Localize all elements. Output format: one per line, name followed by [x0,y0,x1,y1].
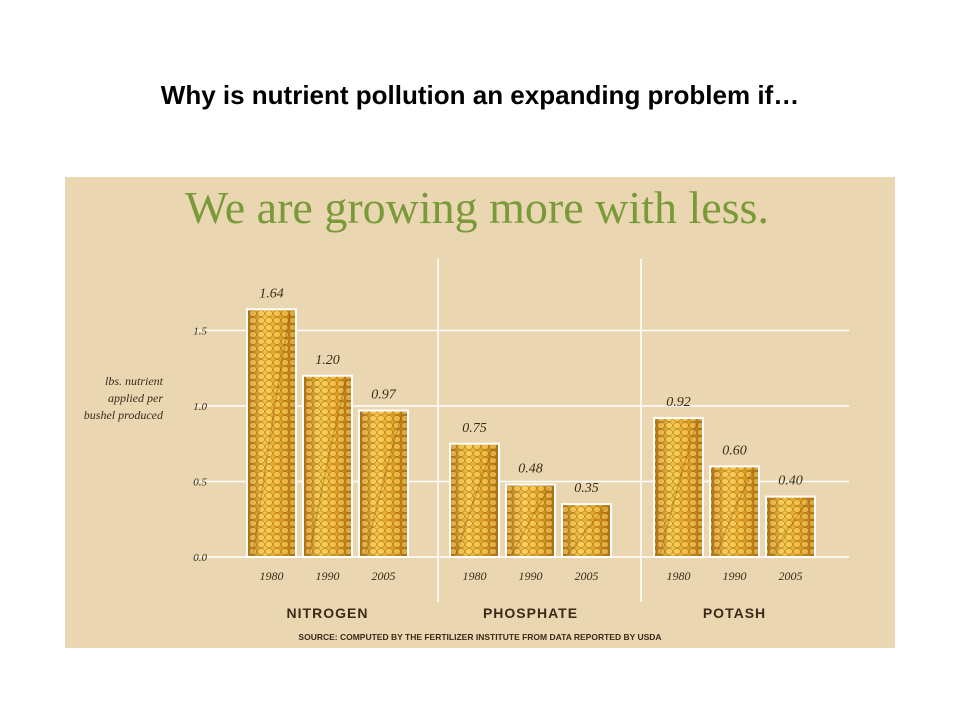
group-label-potash: POTASH [703,605,766,621]
bar-texture [563,505,610,556]
y-tick-label: 1.0 [193,401,207,413]
x-tick-label: 1990 [316,569,340,583]
bar-shading [511,488,550,556]
bar-texture [360,411,407,556]
bar-potash-1980 [653,417,704,558]
y-tick-label: 0.0 [193,552,207,564]
y-axis-label-line-2: applied per [108,391,163,405]
group-label-phosphate: PHOSPHATE [483,605,578,621]
bar-shading [567,507,606,556]
bar-texture [248,310,295,556]
y-tick-label: 1.5 [193,326,207,338]
x-tick-label: 1990 [723,569,747,583]
value-label: 0.97 [371,388,397,403]
x-tick-label: 1980 [667,569,691,583]
value-label: 0.40 [778,474,803,489]
bar-texture [767,497,814,556]
chart-panel: We are growing more with less. lbs. nutr… [65,177,895,648]
source-note: SOURCE: COMPUTED BY THE FERTILIZER INSTI… [298,632,661,642]
bar-phosphate-1990 [505,483,556,558]
chart-title: We are growing more with less. [185,182,769,233]
bar-shading [771,500,810,556]
value-label: 1.20 [315,353,340,368]
group-label-nitrogen: NITROGEN [287,605,369,621]
y-axis-label-line-3: bushel produced [84,408,164,422]
bar-phosphate-2005 [561,503,612,558]
x-tick-label: 2005 [372,569,396,583]
value-label: 0.92 [666,395,691,410]
bar-nitrogen-1980 [246,308,297,558]
value-label: 1.64 [259,286,284,301]
bar-shading [364,414,403,556]
bar-nitrogen-1990 [302,374,353,558]
bar-shading [308,379,347,556]
value-labels: 1.64 1.20 0.97 0.75 0.48 0.35 0.92 0.60 0.40 [259,286,803,496]
group-labels: NITROGEN PHOSPHATE POTASH [287,605,766,621]
bar-potash-2005 [765,495,816,559]
y-axis-ticks: 0.0 0.5 1.0 1.5 [193,326,207,565]
bar-texture [711,467,758,556]
bar-texture [304,376,351,556]
bar-texture [451,444,498,556]
bar-potash-1990 [709,465,760,558]
nutrient-bar-chart: We are growing more with less. lbs. nutr… [84,182,849,642]
x-tick-label: 1980 [260,569,284,583]
group-dividers [437,259,642,602]
value-label: 0.60 [722,443,747,458]
bar-texture [655,419,702,556]
bar-shading [659,421,698,556]
x-tick-label: 2005 [575,569,599,583]
value-label: 0.75 [462,421,487,436]
bar-shading [715,470,754,556]
bar-phosphate-1980 [449,442,500,558]
bar-shading [455,447,494,556]
value-label: 0.35 [574,481,599,496]
x-tick-label: 1990 [519,569,543,583]
x-tick-label: 1980 [463,569,487,583]
bar-texture [507,485,554,556]
y-axis-label-line-1: lbs. nutrient [105,374,164,388]
value-label: 0.48 [518,462,543,477]
y-tick-label: 0.5 [193,477,207,489]
y-axis-label: lbs. nutrient applied per bushel produce… [84,374,164,422]
bars [246,308,816,559]
bar-nitrogen-2005 [358,409,409,558]
slide-title: Why is nutrient pollution an expanding p… [160,80,800,110]
bar-shading [252,313,291,556]
x-axis-ticks: 1980 1990 2005 1980 1990 2005 1980 1990 2005 [260,569,803,583]
x-tick-label: 2005 [779,569,803,583]
